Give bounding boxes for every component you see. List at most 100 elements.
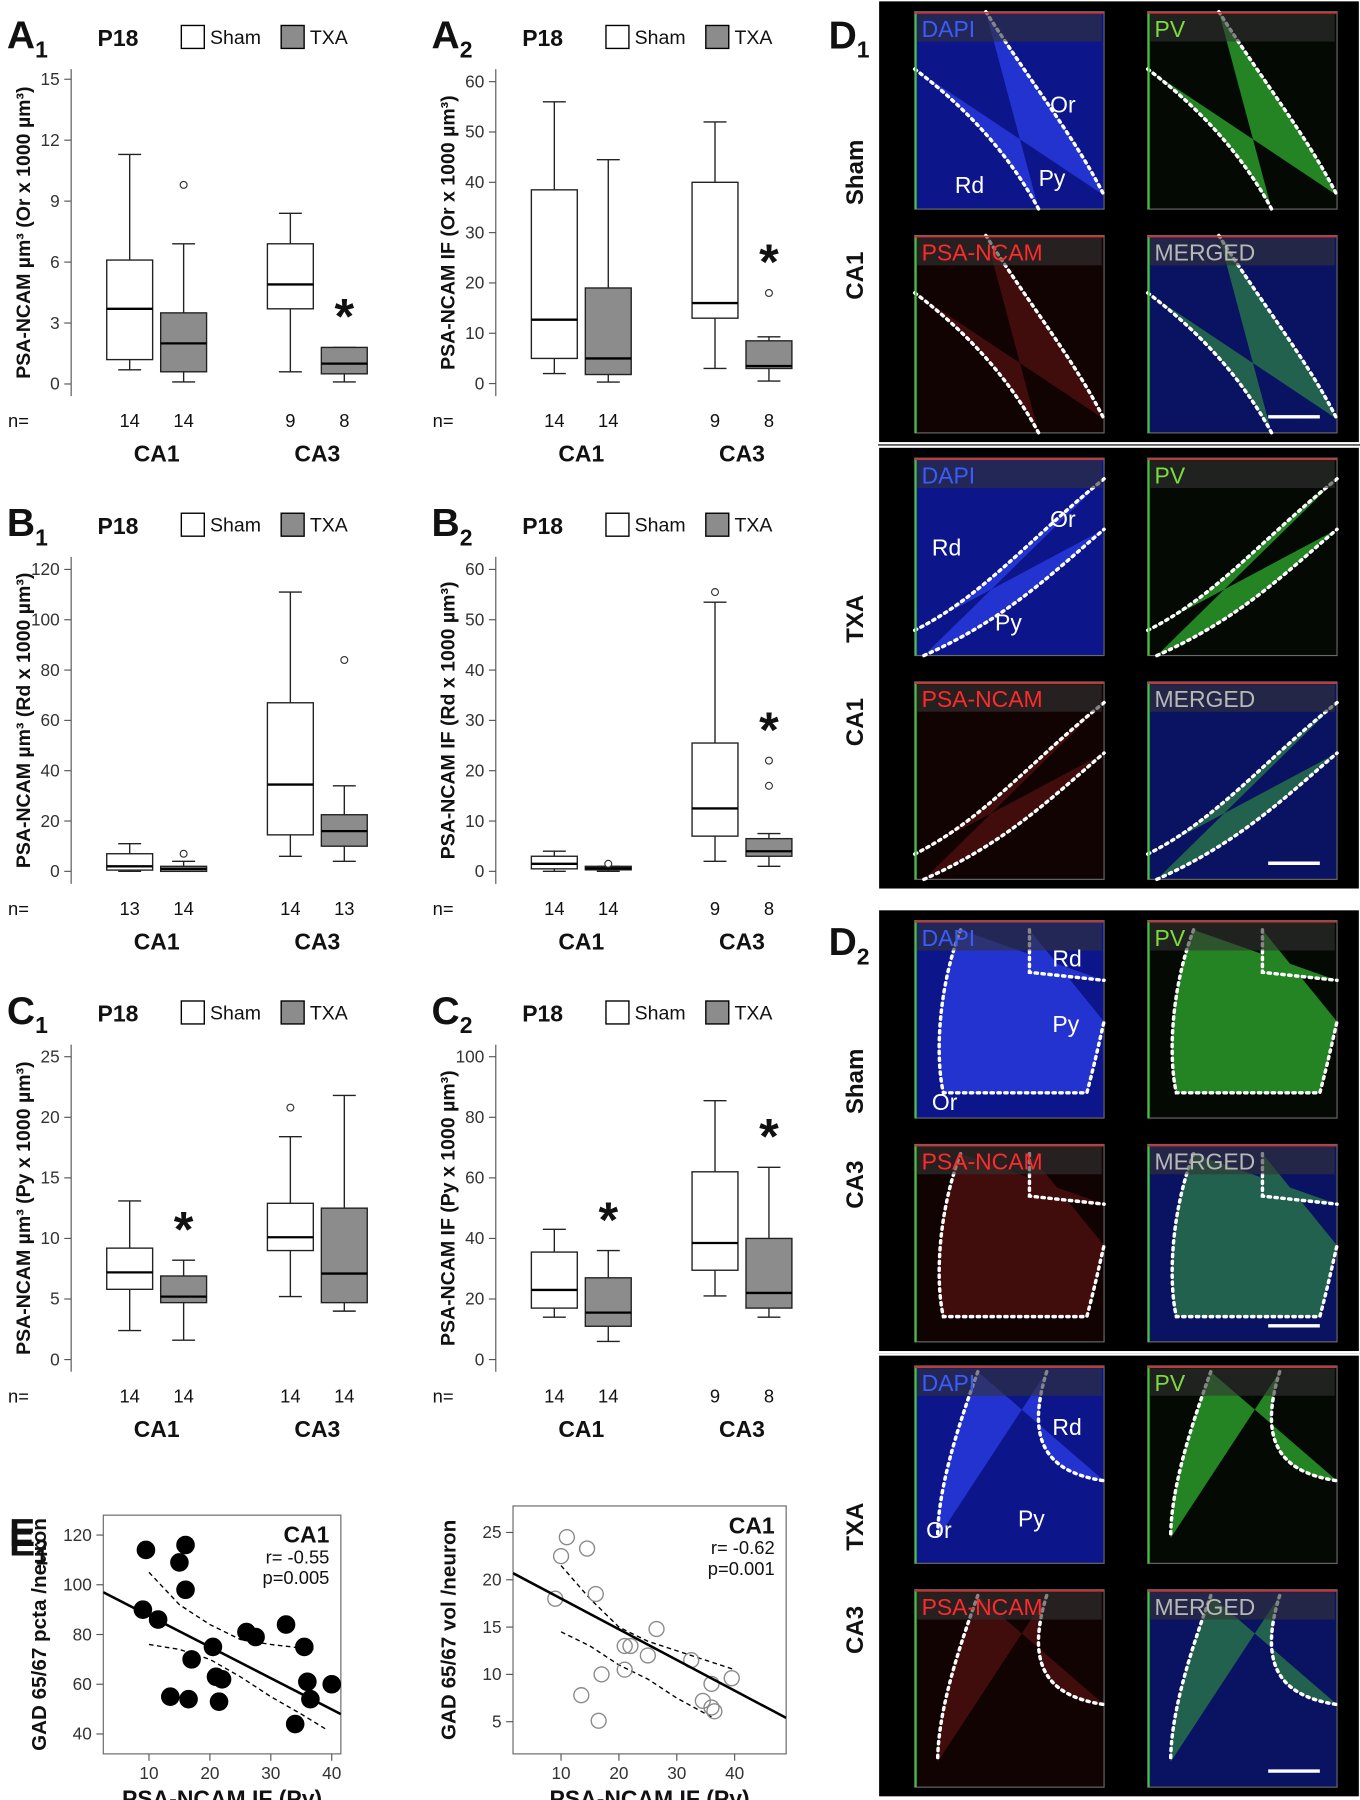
panel-index: 1 bbox=[35, 524, 48, 550]
legend-label: Sham bbox=[210, 27, 261, 49]
boundary bbox=[1145, 477, 1339, 633]
significance: * bbox=[598, 1191, 618, 1248]
image-tile: PV bbox=[1147, 920, 1339, 1119]
layer-fill bbox=[1147, 11, 1338, 210]
x-tick-label: 20 bbox=[200, 1763, 219, 1783]
panel-index: 2 bbox=[857, 943, 870, 969]
panel-label: D1 bbox=[829, 14, 870, 62]
stain-header bbox=[1149, 1592, 1335, 1620]
image-tile: MERGED bbox=[1147, 1589, 1339, 1788]
image-tile: DAPI Rd Py Or bbox=[914, 920, 1106, 1119]
condition-label: Sham bbox=[842, 140, 869, 206]
n-value: 14 bbox=[173, 1386, 193, 1407]
point bbox=[578, 1540, 596, 1557]
legend-label: Sham bbox=[635, 1002, 686, 1024]
timepoint: P18 bbox=[522, 513, 563, 539]
panel-index: 2 bbox=[460, 1012, 473, 1038]
stain-header bbox=[1149, 1146, 1335, 1175]
y-axis-label: GAD 65/67 vol /neuron bbox=[438, 1520, 461, 1740]
n-value: 9 bbox=[710, 1386, 720, 1407]
y-tick-label: 15 bbox=[41, 69, 60, 89]
timepoint: P18 bbox=[98, 25, 139, 51]
point bbox=[212, 1669, 232, 1689]
boundary bbox=[912, 67, 1041, 211]
panel-label: C2 bbox=[432, 990, 473, 1038]
outlier bbox=[340, 655, 349, 665]
panel-index: 1 bbox=[857, 37, 870, 63]
y-tick-label: 80 bbox=[465, 1107, 484, 1127]
condition-label: TXA bbox=[842, 595, 869, 643]
boundary bbox=[912, 291, 1041, 435]
panel-letter: C bbox=[7, 990, 35, 1033]
stain-header bbox=[1149, 460, 1335, 488]
box bbox=[320, 346, 368, 375]
boundary bbox=[937, 928, 1106, 1095]
annotation: CA1 bbox=[729, 1513, 775, 1539]
y-axis-label: GAD 65/67 pcta /neuron bbox=[28, 1518, 51, 1751]
region-label: CA3 bbox=[842, 1161, 869, 1209]
stain-header bbox=[1149, 684, 1335, 712]
panel-index: 2 bbox=[35, 1534, 48, 1560]
box bbox=[266, 702, 315, 836]
panel-label: A1 bbox=[7, 14, 48, 62]
stain-label: DAPI bbox=[922, 925, 976, 951]
n-value: 14 bbox=[544, 410, 564, 431]
regression-line bbox=[513, 1572, 787, 1720]
boundary bbox=[922, 751, 1106, 882]
image-tile: PV bbox=[1145, 9, 1339, 211]
n-value: 9 bbox=[710, 898, 720, 919]
y-axis-label: PSA-NCAM µm³ (Py x 1000 µm³) bbox=[13, 1061, 35, 1354]
layer-fill bbox=[1147, 235, 1338, 433]
panel-index: 2 bbox=[460, 524, 473, 550]
image-tile: PSA-NCAM bbox=[914, 1143, 1106, 1343]
legend-swatch bbox=[605, 1000, 630, 1025]
confidence-band bbox=[560, 1631, 712, 1718]
image-tile: DAPI Or Py Rd bbox=[912, 9, 1106, 211]
legend-swatch bbox=[605, 512, 630, 537]
y-tick-label: 60 bbox=[465, 559, 484, 579]
region-name: Rd bbox=[932, 535, 961, 561]
stain-header bbox=[916, 1146, 1102, 1175]
y-tick-label: 30 bbox=[465, 710, 484, 730]
layer-fill bbox=[1170, 1595, 1338, 1762]
y-tick-label: 20 bbox=[41, 1107, 60, 1127]
n-value: 8 bbox=[339, 410, 349, 431]
stain-header bbox=[1149, 13, 1335, 42]
annotation: CA1 bbox=[283, 1522, 329, 1548]
layer-fill bbox=[1172, 929, 1338, 1093]
outlier bbox=[179, 180, 188, 189]
stain-label: DAPI bbox=[922, 1370, 976, 1396]
legend-label: Sham bbox=[210, 1002, 261, 1024]
x-tick-label: 30 bbox=[261, 1763, 280, 1783]
stain-header bbox=[916, 684, 1102, 712]
significance: * bbox=[759, 233, 779, 290]
point bbox=[616, 1637, 633, 1655]
layer-fill bbox=[914, 11, 1105, 210]
y-tick-label: 0 bbox=[475, 373, 485, 393]
panel-label: E1 bbox=[9, 1521, 48, 1569]
annotation: r= -0.62 bbox=[711, 1537, 775, 1558]
point bbox=[170, 1553, 189, 1572]
y-tick-label: 0 bbox=[475, 1349, 485, 1369]
stain-label: PSA-NCAM bbox=[922, 686, 1043, 712]
panel-label: E2 bbox=[9, 1512, 48, 1560]
panel-letter: E bbox=[9, 1512, 35, 1555]
n-value: 14 bbox=[119, 1386, 139, 1407]
stain-label: PSA-NCAM bbox=[922, 240, 1043, 266]
image-tile: PSA-NCAM bbox=[914, 1589, 1106, 1788]
outlier bbox=[764, 288, 773, 298]
category-label: CA1 bbox=[558, 928, 604, 954]
significance: * bbox=[759, 701, 779, 758]
x-tick-label: 20 bbox=[609, 1763, 628, 1783]
stain-label: DAPI bbox=[922, 462, 976, 488]
layer-fill bbox=[1172, 1153, 1338, 1317]
n-value: 8 bbox=[764, 410, 774, 431]
boundary bbox=[922, 527, 1106, 658]
boundary bbox=[1145, 67, 1274, 211]
timepoint: P18 bbox=[98, 513, 139, 539]
image-tile: PSA-NCAM bbox=[912, 681, 1106, 882]
y-tick-label: 40 bbox=[465, 1228, 484, 1248]
box bbox=[745, 1237, 793, 1309]
y-tick-label: 60 bbox=[41, 710, 60, 730]
point bbox=[723, 1670, 740, 1687]
